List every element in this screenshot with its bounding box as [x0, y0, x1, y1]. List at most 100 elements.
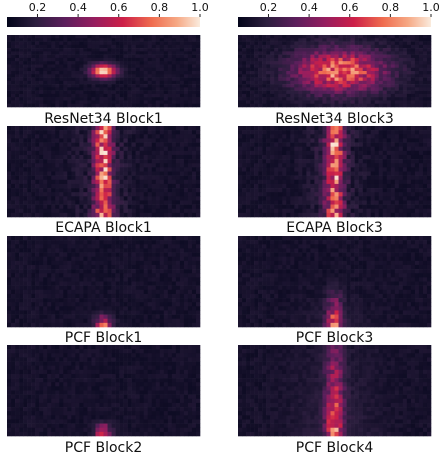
heatmap-cell — [103, 57, 108, 62]
heatmap-cell — [179, 264, 185, 270]
heatmap-cell — [278, 146, 283, 152]
heatmap-cell — [350, 87, 355, 91]
heatmap-cell — [326, 208, 331, 214]
heatmap-cell — [19, 64, 24, 69]
heatmap-cell — [191, 154, 197, 160]
heatmap-cell — [366, 163, 371, 168]
heatmap-cell — [111, 41, 116, 46]
heatmap-cell — [139, 61, 145, 65]
heatmap-cell — [167, 38, 173, 42]
heatmap-cell — [354, 77, 359, 82]
heatmap-cell — [71, 38, 76, 42]
heatmap-cell — [302, 44, 307, 49]
heatmap-cell — [250, 93, 255, 98]
heatmap-cell — [278, 57, 283, 62]
heatmap-cell — [362, 90, 367, 95]
heatmap-cell — [374, 51, 380, 55]
heatmap-cell — [15, 61, 20, 65]
heatmap-cell — [382, 64, 388, 69]
heatmap-cell — [414, 134, 420, 139]
heatmap-cell — [346, 200, 351, 205]
heatmap-cell — [382, 100, 388, 105]
heatmap-cell — [119, 61, 124, 65]
heatmap-cell — [131, 103, 136, 108]
heatmap-cell — [378, 138, 384, 143]
heatmap-cell — [63, 138, 68, 143]
heatmap-cell — [47, 281, 52, 286]
heatmap-cell — [19, 293, 24, 299]
heatmap-cell — [7, 183, 12, 189]
heatmap-cell — [370, 41, 376, 46]
heatmap-cell — [15, 38, 20, 42]
heatmap-cell — [310, 208, 315, 214]
heatmap-cell — [43, 74, 48, 78]
heatmap-cell — [270, 93, 275, 98]
heatmap-cell — [99, 61, 104, 65]
heatmap-cell — [147, 74, 153, 78]
heatmap-cell — [155, 142, 161, 147]
heatmap-cell — [191, 41, 197, 46]
colorbar-tick-label: 0.6 — [341, 1, 359, 14]
heatmap-cell — [358, 44, 363, 49]
heatmap-cell — [394, 87, 400, 91]
colorbar-tick-label: 0.8 — [151, 1, 169, 14]
heatmap-cell — [334, 134, 339, 139]
heatmap-cell — [334, 179, 339, 185]
heatmap-cell — [139, 277, 145, 282]
heatmap-cell — [23, 269, 28, 274]
heatmap-cell — [27, 273, 32, 278]
heatmap-cell — [91, 171, 96, 176]
heatmap-cell — [278, 74, 283, 78]
heatmap-cell — [242, 35, 247, 39]
heatmap-cell — [67, 51, 72, 55]
heatmap-cell — [274, 51, 279, 55]
heatmap-cell — [51, 269, 56, 274]
heatmap-cell — [322, 97, 327, 101]
heatmap-cell — [11, 212, 16, 218]
heatmap-cell — [55, 175, 60, 181]
heatmap-cell — [43, 236, 48, 241]
heatmap-cell — [115, 256, 120, 262]
heatmap-cell — [87, 208, 92, 214]
heatmap-cell — [111, 285, 116, 291]
heatmap-cell — [426, 97, 432, 101]
heatmap-cell — [191, 212, 197, 218]
heatmap-cell — [143, 57, 149, 62]
heatmap-cell — [318, 150, 323, 156]
heatmap-cell — [282, 35, 287, 39]
heatmap-cell — [386, 57, 392, 62]
heatmap-cell — [294, 54, 299, 59]
heatmap-cell — [171, 54, 177, 59]
heatmap-cell — [59, 134, 64, 139]
heatmap-cell — [410, 154, 416, 160]
heatmap-cell — [298, 54, 303, 59]
heatmap-cell — [374, 159, 380, 164]
heatmap-cell — [7, 285, 12, 291]
heatmap-cell — [422, 71, 428, 75]
heatmap-cell — [338, 134, 343, 139]
heatmap-cell — [250, 212, 255, 218]
heatmap-cell — [382, 171, 388, 176]
heatmap-cell — [35, 100, 40, 105]
heatmap-cell — [426, 44, 432, 49]
heatmap-cell — [43, 44, 48, 49]
heatmap-cell — [35, 264, 40, 270]
heatmap-cell — [111, 77, 116, 82]
heatmap-cell — [374, 208, 380, 214]
heatmap-cell — [7, 289, 12, 295]
heatmap-cell — [302, 71, 307, 75]
heatmap-cell — [187, 196, 193, 201]
heatmap-cell — [195, 100, 201, 105]
heatmap-cell — [115, 48, 120, 52]
heatmap-cell — [15, 100, 20, 105]
heatmap-cell — [151, 192, 157, 197]
heatmap-cell — [135, 167, 140, 172]
heatmap-cell — [119, 41, 124, 46]
heatmap-cell — [187, 260, 193, 266]
heatmap-cell — [139, 38, 145, 42]
heatmap-cell — [342, 87, 347, 91]
heatmap-cell — [111, 100, 116, 105]
heatmap-cell — [79, 163, 84, 168]
heatmap-cell — [111, 273, 116, 278]
heatmap-cell — [95, 293, 100, 299]
